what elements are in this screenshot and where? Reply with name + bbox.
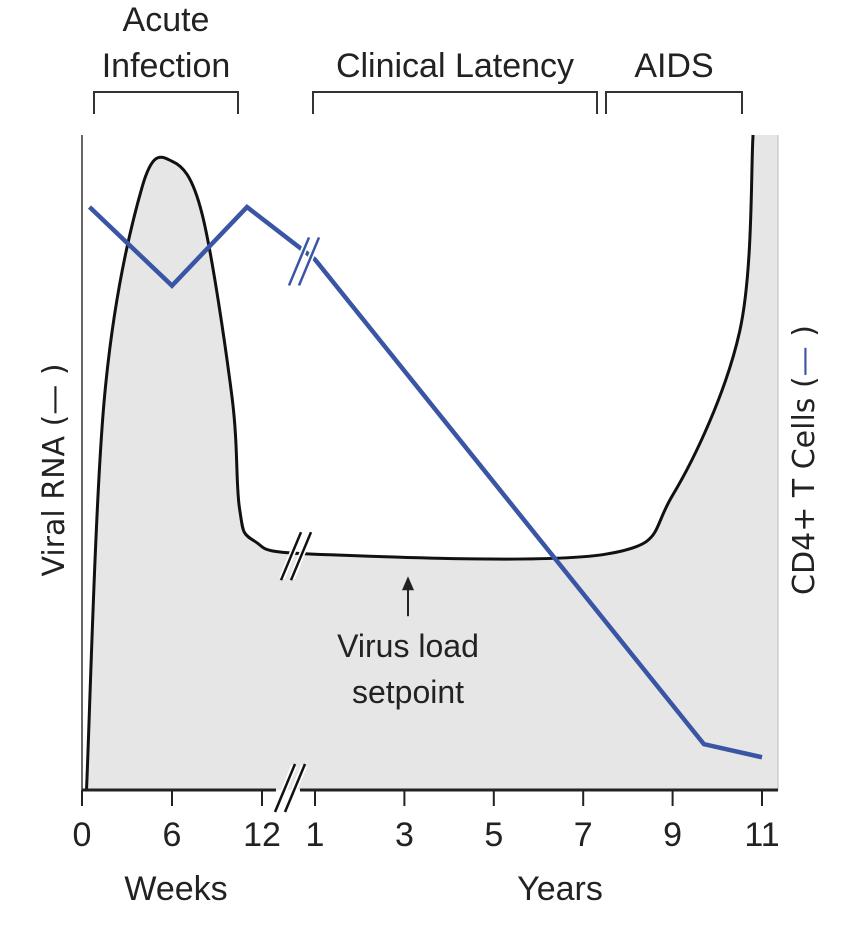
break-slash-2 — [287, 236, 311, 286]
break-slash-0 — [283, 763, 307, 813]
x-axis-unit-weeks: Weeks — [124, 870, 227, 908]
x-tick-label-weeks-6: 6 — [163, 816, 182, 854]
phase-label-0-1: Infection — [102, 47, 231, 85]
y-axis-right-label: CD4+ T Cells ( — [787, 376, 822, 595]
viral-rna-line — [85, 134, 755, 791]
x-tick-label-years-5: 5 — [484, 816, 503, 854]
phase-bracket-0 — [93, 91, 239, 114]
x-tick-label-weeks-12: 12 — [243, 816, 281, 854]
y-axis-right-title: CD4+ T Cells (— ) — [787, 325, 822, 595]
y-axis-left-label: Viral RNA ( — [37, 415, 72, 577]
break-slash-1 — [279, 531, 303, 581]
phase-label-0-0: Acute — [123, 1, 210, 39]
phase-label-2-0: AIDS — [634, 47, 713, 85]
break-slash-1 — [289, 531, 313, 581]
x-axis: 0 6 12 Weeks 1 3 5 7 9 11 Years — [73, 788, 780, 908]
x-tick-label-years-3: 3 — [395, 816, 414, 854]
x-tick-label-years-7: 7 — [574, 816, 593, 854]
viral-rna-fill — [82, 135, 778, 790]
svg-text:CD4+ T Cells (— ): CD4+ T Cells (— ) — [787, 325, 822, 595]
annotation: Virus load setpoint — [337, 576, 479, 710]
annotation-text-0-1: setpoint — [352, 674, 464, 710]
annotation-arrowhead-0 — [402, 576, 414, 591]
break-slash-2 — [297, 236, 321, 286]
y-axis-left-title: Viral RNA (— ) — [37, 363, 72, 576]
phase-bracket-1 — [312, 91, 598, 114]
break-slash-0 — [273, 763, 297, 813]
x-axis-unit-years: Years — [517, 870, 603, 908]
annotation-text-0-0: Virus load — [337, 628, 479, 664]
cd4-t-cells-line — [87, 204, 763, 760]
x-tick-label-years-1: 1 — [306, 816, 325, 854]
axis-break-marks — [273, 236, 321, 813]
plot-area — [81, 134, 779, 791]
x-tick-label-years-11: 11 — [744, 816, 779, 854]
svg-text:Viral RNA (— ): Viral RNA (— ) — [37, 363, 72, 576]
phase-label-1-0: Clinical Latency — [336, 47, 574, 85]
x-tick-label-years-9: 9 — [663, 816, 682, 854]
phase-bracket-2 — [605, 91, 743, 114]
x-tick-label-weeks-0: 0 — [73, 816, 92, 854]
phase-brackets: Acute Infection Clinical Latency AIDS — [93, 1, 743, 114]
